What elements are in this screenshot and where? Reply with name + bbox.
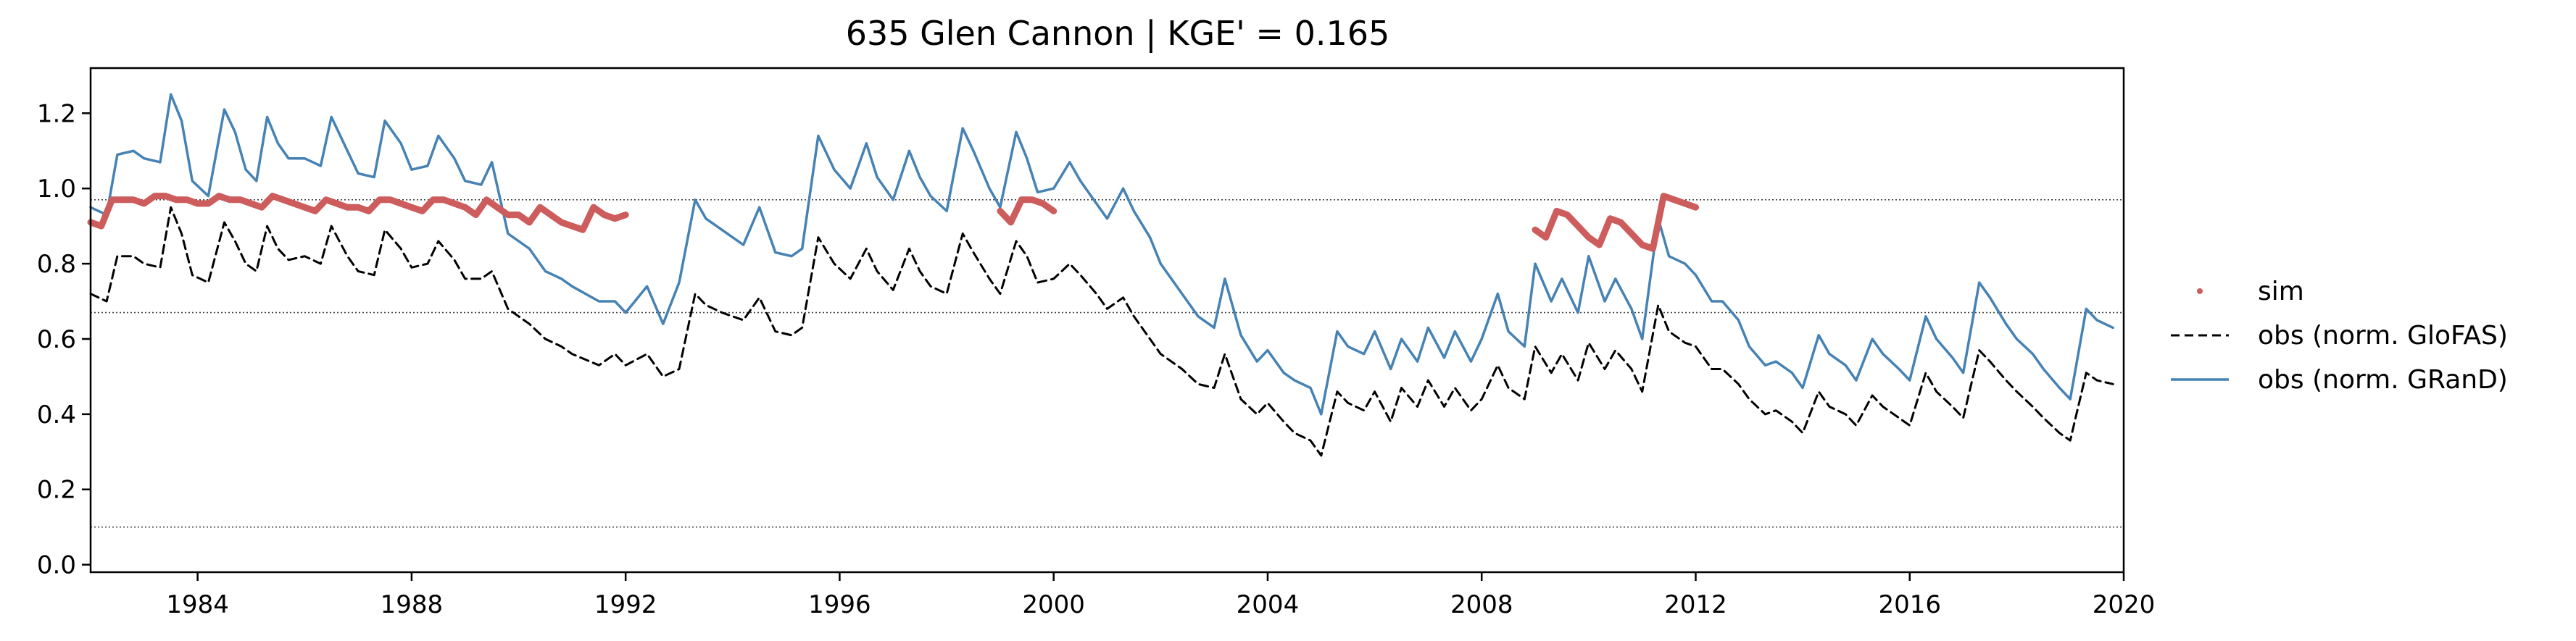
legend-label: obs (norm. GloFAS) — [2258, 321, 2508, 351]
x-tick-label: 1992 — [594, 590, 657, 619]
series-sim-line-1 — [997, 196, 1058, 226]
x-tick-label: 2012 — [1664, 590, 1727, 619]
legend-label: obs (norm. GRanD) — [2258, 365, 2508, 395]
series-grand-line — [89, 93, 2114, 416]
x-axis: 1984 1988 1992 1996 2000 2004 2008 2012 2016 2020 — [166, 572, 2155, 619]
legend-label: sim — [2258, 277, 2304, 306]
x-tick-label: 1988 — [381, 590, 444, 619]
y-tick-label: 1.0 — [37, 175, 76, 204]
x-tick-label: 2000 — [1022, 590, 1085, 619]
y-tick-label: 1.2 — [37, 99, 76, 128]
x-tick-label: 2008 — [1450, 590, 1513, 619]
y-tick-label: 0.2 — [37, 476, 76, 505]
series-sim-line-2 — [1532, 193, 1699, 252]
x-tick-label: 2016 — [1878, 590, 1941, 619]
legend: sim obs (norm. GloFAS) obs (norm. GRanD) — [2171, 277, 2508, 395]
y-tick-label: 0.4 — [37, 401, 76, 430]
chart-title: 635 Glen Cannon | KGE' = 0.165 — [846, 14, 1390, 54]
legend-marker-0 — [2197, 288, 2203, 294]
x-tick-label: 1984 — [166, 590, 229, 619]
y-tick-label: 0.6 — [37, 325, 76, 354]
y-tick-label: 0.0 — [37, 551, 76, 580]
y-axis: 0.0 0.2 0.4 0.6 0.8 1.0 1.2 — [37, 99, 91, 580]
series-layer — [87, 93, 2114, 457]
x-tick-label: 2004 — [1237, 590, 1300, 619]
series-sim-line-0 — [87, 193, 629, 233]
plot-frame — [89, 67, 2125, 574]
y-tick-label: 0.8 — [37, 250, 76, 279]
x-tick-label: 2020 — [2093, 590, 2156, 619]
series-glofas-line — [89, 206, 2114, 457]
x-tick-label: 1996 — [808, 590, 871, 619]
